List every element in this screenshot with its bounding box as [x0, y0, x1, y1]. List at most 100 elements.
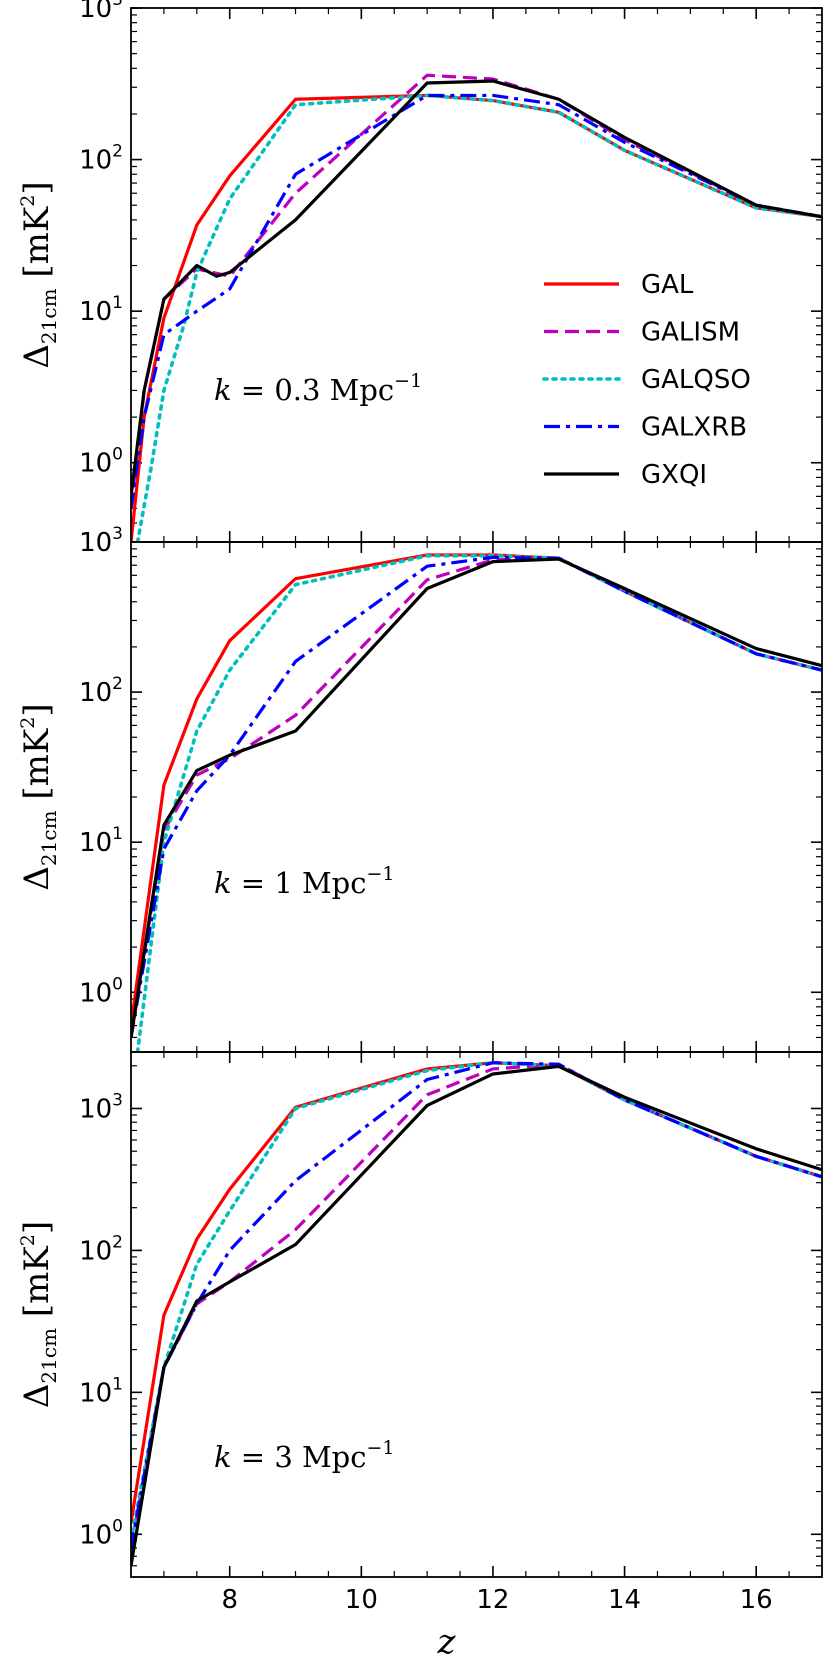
legend: GAL GALISM GALQSO GALXRB GXQI: [542, 270, 751, 490]
k-annotation: k = 3 Mpc−1: [214, 1437, 395, 1474]
ylabel-exponent: 2: [17, 717, 39, 729]
tick-exponent: 0: [112, 445, 123, 465]
k-annotation: k = 0.3 Mpc−1: [214, 370, 422, 407]
y-ticks: [131, 7, 822, 543]
ylabel-unit: [mK: [17, 728, 57, 810]
ylabel-exponent: 2: [17, 195, 39, 207]
y-axis-label: Δ21cm [mK2]: [17, 1221, 61, 1408]
y-tick-label: 102: [79, 674, 123, 708]
tick-base: 10: [79, 297, 112, 327]
ylabel-bracket: ]: [17, 1221, 57, 1234]
y-tick-label: 101: [79, 1374, 123, 1408]
tick-base: 10: [79, 978, 112, 1008]
tick-exponent: 0: [112, 1516, 123, 1536]
series-line-galxrb: [131, 93, 822, 509]
legend-label-gal: GAL: [641, 270, 694, 300]
ylabel-subscript: 21cm: [37, 810, 61, 866]
tick-base: 10: [79, 1236, 112, 1266]
series-line-gxqi: [131, 79, 822, 497]
series-group: [131, 73, 822, 542]
series-line-galqso: [131, 1060, 822, 1543]
k-annotation: k = 1 Mpc−1: [214, 863, 395, 900]
tick-exponent: 3: [112, 1090, 123, 1110]
x-tick-label: 12: [476, 1585, 509, 1615]
y-axis-label: Δ21cm [mK2]: [17, 181, 61, 368]
x-tick-label: 14: [608, 1585, 641, 1615]
y-tick-label: 100: [79, 1516, 123, 1550]
series-group: [131, 553, 822, 1052]
x-tick-label: 10: [345, 1585, 378, 1615]
y-tick-label: 101: [79, 293, 123, 327]
annotation-exponent: −1: [366, 863, 394, 885]
series-line-galxrb: [131, 555, 822, 1038]
ylabel-subscript: 21cm: [37, 288, 61, 344]
annotation-variable: k: [214, 866, 232, 900]
annotation-value: = 0.3: [232, 373, 330, 407]
x-axis-label: z: [437, 1622, 457, 1659]
panel-frame: [130, 541, 823, 1053]
y-tick-label: 103: [79, 1090, 123, 1124]
tick-base: 10: [79, 146, 112, 176]
y-tick-label: 100: [79, 445, 123, 479]
ylabel-symbol: Δ: [17, 866, 57, 891]
tick-base: 10: [79, 1094, 112, 1124]
series-line-galqso: [135, 93, 822, 542]
ylabel-unit: [mK: [17, 1246, 57, 1328]
annotation-exponent: −1: [366, 1437, 394, 1459]
tick-exponent: 3: [112, 524, 123, 544]
tick-base: 10: [79, 528, 112, 558]
tick-base: 10: [79, 828, 112, 858]
annotation-unit: Mpc: [302, 1440, 367, 1474]
tick-exponent: 1: [112, 293, 123, 313]
panel-frame: [130, 7, 823, 543]
legend-label-gxqi: GXQI: [641, 460, 707, 490]
y-tick-label: 103: [79, 524, 123, 558]
y-tick-label: 102: [79, 1232, 123, 1266]
ylabel-symbol: Δ: [17, 344, 57, 369]
annotation-exponent: −1: [394, 370, 422, 392]
ylabel-subscript: 21cm: [37, 1328, 61, 1384]
y-ticks: [131, 541, 822, 1053]
ylabel-bracket: ]: [17, 181, 57, 194]
y-tick-label: 101: [79, 824, 123, 858]
legend-label-galqso: GALQSO: [641, 365, 751, 395]
legend-label-galxrb: GALXRB: [641, 413, 747, 443]
tick-exponent: 3: [112, 0, 123, 10]
tick-exponent: 1: [112, 1374, 123, 1394]
y-tick-label: 103: [79, 0, 123, 24]
annotation-value: = 1: [232, 866, 302, 900]
tick-exponent: 2: [112, 142, 123, 162]
tick-base: 10: [79, 1378, 112, 1408]
y-ticks: [131, 1065, 822, 1578]
ylabel-bracket: ]: [17, 703, 57, 716]
x-tick-label: 8: [221, 1585, 238, 1615]
annotation-variable: k: [214, 1440, 232, 1474]
series-line-galism: [131, 73, 822, 509]
tick-base: 10: [79, 0, 112, 24]
legend-label-galism: GALISM: [641, 318, 740, 348]
tick-exponent: 0: [112, 974, 123, 994]
tick-base: 10: [79, 449, 112, 479]
ylabel-unit: [mK: [17, 206, 57, 288]
tick-base: 10: [79, 1520, 112, 1550]
panel-frame: [130, 1051, 823, 1578]
annotation-value: = 3: [232, 1440, 302, 1474]
annotation-unit: Mpc: [330, 373, 395, 407]
y-tick-label: 100: [79, 974, 123, 1008]
y-tick-label: 102: [79, 142, 123, 176]
tick-exponent: 2: [112, 1232, 123, 1252]
series-line-galism: [131, 556, 822, 1038]
tick-exponent: 1: [112, 824, 123, 844]
annotation-variable: k: [214, 373, 232, 407]
tick-exponent: 2: [112, 674, 123, 694]
series-line-gxqi: [131, 557, 822, 1038]
annotation-unit: Mpc: [302, 866, 367, 900]
tick-base: 10: [79, 678, 112, 708]
y-axis-label: Δ21cm [mK2]: [17, 703, 61, 890]
ylabel-exponent: 2: [17, 1234, 39, 1246]
series-line-gal: [131, 553, 822, 1026]
series-line-gxqi: [131, 1064, 822, 1567]
